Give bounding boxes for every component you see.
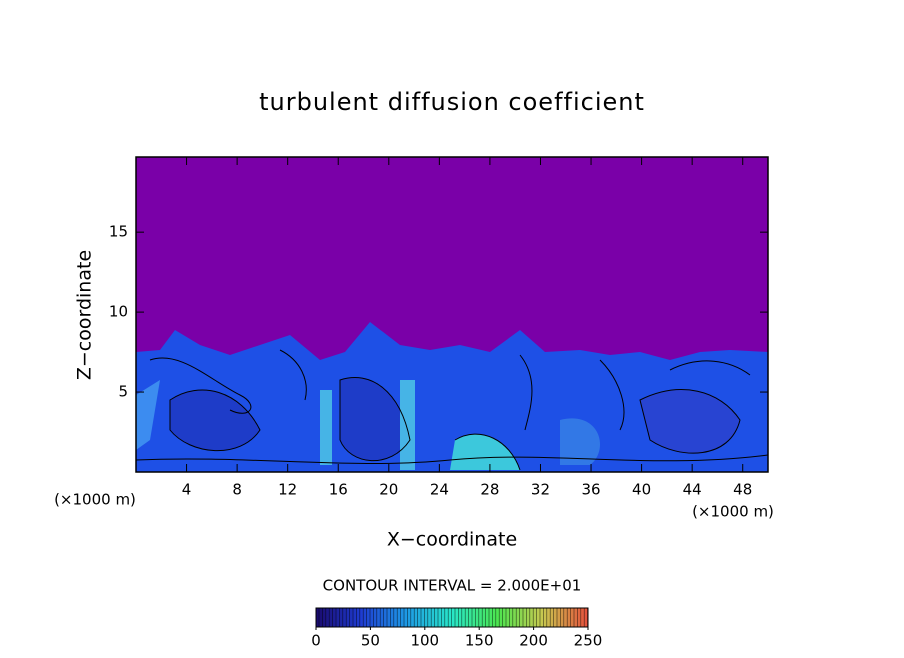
- colorbar-tick-label: 200: [519, 632, 548, 650]
- x-tick-label: 44: [683, 481, 702, 499]
- y-axis-title: Z−coordinate: [74, 250, 96, 380]
- eddy: [560, 418, 600, 465]
- colorbar-tick-label: 0: [311, 632, 321, 650]
- x-tick-label: 20: [379, 481, 398, 499]
- contour-line: [135, 454, 769, 465]
- eddy: [400, 380, 415, 470]
- contour-interval: CONTOUR INTERVAL = 2.000E+01: [323, 577, 582, 595]
- contour-line: [149, 357, 252, 414]
- eddy: [170, 390, 260, 451]
- colorbar-tick-label: 250: [574, 632, 603, 650]
- y-unit-label: (×1000 m): [54, 491, 136, 509]
- colorbar-tick-label: 100: [410, 632, 439, 650]
- x-tick-label: 12: [278, 481, 297, 499]
- contour-line: [339, 377, 411, 462]
- x-unit-label: (×1000 m): [692, 503, 774, 521]
- x-tick-label: 8: [232, 481, 242, 499]
- x-tick-label: 16: [329, 481, 348, 499]
- colorbar-tick-label: 50: [361, 632, 380, 650]
- y-tick-label: 15: [109, 223, 128, 241]
- x-tick-label: 24: [430, 481, 449, 499]
- contour-line: [279, 349, 625, 431]
- x-tick-label: 4: [182, 481, 192, 499]
- eddy: [320, 390, 332, 465]
- contour-line: [454, 433, 521, 471]
- x-tick-label: 32: [531, 481, 550, 499]
- colorbar: [315, 607, 589, 628]
- x-axis-title: X−coordinate: [387, 529, 517, 551]
- contour-line: [639, 389, 741, 454]
- x-tick-label: 48: [733, 481, 752, 499]
- x-tick-label: 40: [632, 481, 651, 499]
- y-tick-label: 5: [118, 383, 128, 401]
- field: [135, 156, 769, 473]
- x-tick-label: 36: [581, 481, 600, 499]
- plot-frame: [135, 156, 769, 473]
- colorbar-tick-label: 150: [465, 632, 494, 650]
- eddy: [450, 434, 520, 470]
- x-tick-label: 28: [480, 481, 499, 499]
- eddy: [640, 389, 740, 454]
- y-tick-label: 10: [109, 303, 128, 321]
- contour-line: [169, 389, 261, 452]
- eddy: [136, 380, 160, 450]
- chart-title: turbulent diffusion coefficient: [259, 88, 645, 116]
- contour-line: [669, 360, 751, 376]
